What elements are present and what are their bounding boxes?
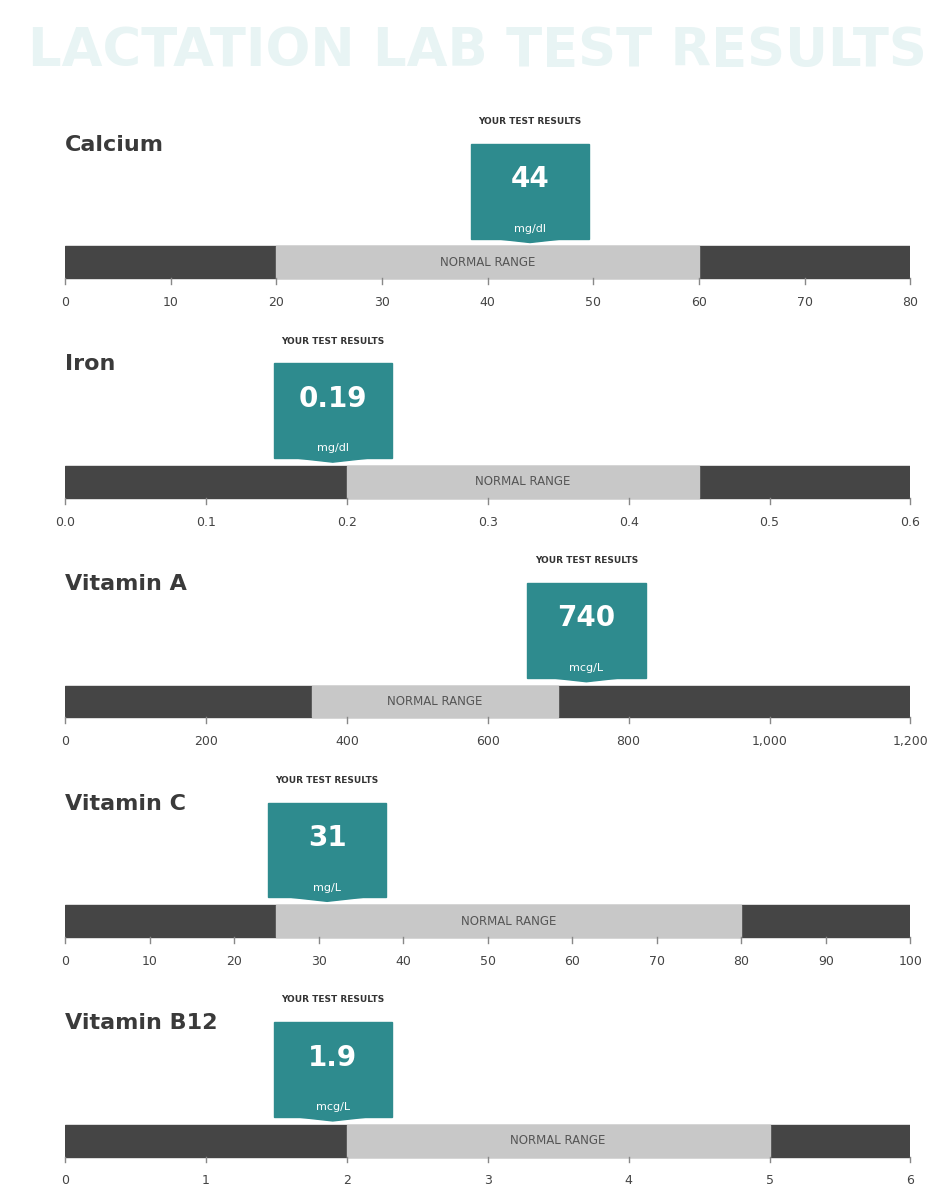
Text: 1,000: 1,000 xyxy=(751,736,787,748)
Bar xyxy=(65,466,909,498)
Text: mg/dl: mg/dl xyxy=(513,223,546,234)
Text: 0: 0 xyxy=(61,955,69,967)
Text: 40: 40 xyxy=(394,955,411,967)
Text: 0.4: 0.4 xyxy=(618,516,638,528)
Text: 0.5: 0.5 xyxy=(759,516,779,528)
Text: 60: 60 xyxy=(690,296,706,308)
Text: Iron: Iron xyxy=(65,354,115,374)
Text: 10: 10 xyxy=(162,296,178,308)
Text: 0.2: 0.2 xyxy=(337,516,356,528)
Bar xyxy=(277,905,741,937)
Text: YOUR TEST RESULTS: YOUR TEST RESULTS xyxy=(478,116,581,126)
Text: Calcium: Calcium xyxy=(65,134,164,155)
FancyBboxPatch shape xyxy=(526,583,645,678)
Text: 600: 600 xyxy=(475,736,499,748)
Polygon shape xyxy=(291,898,362,901)
Text: 0: 0 xyxy=(61,296,69,308)
Text: Vitamin C: Vitamin C xyxy=(65,793,186,814)
Text: 800: 800 xyxy=(616,736,640,748)
Text: 0.3: 0.3 xyxy=(477,516,497,528)
Text: 0.0: 0.0 xyxy=(55,516,75,528)
Text: 0: 0 xyxy=(61,736,69,748)
Bar xyxy=(65,246,909,278)
Text: 20: 20 xyxy=(226,955,242,967)
Text: 90: 90 xyxy=(817,955,833,967)
Text: NORMAL RANGE: NORMAL RANGE xyxy=(387,695,482,708)
Text: 0: 0 xyxy=(61,1175,69,1187)
Polygon shape xyxy=(297,458,367,462)
Text: 40: 40 xyxy=(479,296,496,308)
FancyBboxPatch shape xyxy=(267,803,386,898)
Text: YOUR TEST RESULTS: YOUR TEST RESULTS xyxy=(281,995,384,1004)
Text: 1.9: 1.9 xyxy=(308,1044,357,1072)
Text: YOUR TEST RESULTS: YOUR TEST RESULTS xyxy=(276,775,379,785)
Bar xyxy=(346,466,698,498)
Text: 5: 5 xyxy=(765,1175,773,1187)
Text: 0.1: 0.1 xyxy=(196,516,215,528)
Text: NORMAL RANGE: NORMAL RANGE xyxy=(510,1134,605,1147)
Polygon shape xyxy=(494,239,565,242)
Text: 3: 3 xyxy=(483,1175,491,1187)
FancyBboxPatch shape xyxy=(273,1022,392,1117)
Text: NORMAL RANGE: NORMAL RANGE xyxy=(475,475,570,488)
Text: 6: 6 xyxy=(906,1175,913,1187)
FancyBboxPatch shape xyxy=(273,364,392,458)
Text: NORMAL RANGE: NORMAL RANGE xyxy=(460,914,556,928)
Text: 1,200: 1,200 xyxy=(892,736,927,748)
Text: 44: 44 xyxy=(510,166,548,193)
Text: 50: 50 xyxy=(479,955,496,967)
Text: Vitamin B12: Vitamin B12 xyxy=(65,1013,217,1033)
Text: 50: 50 xyxy=(585,296,600,308)
Text: 2: 2 xyxy=(342,1175,351,1187)
Text: mg/L: mg/L xyxy=(313,882,341,893)
Text: 60: 60 xyxy=(563,955,580,967)
Text: mcg/L: mcg/L xyxy=(569,662,603,673)
Text: mg/dl: mg/dl xyxy=(316,443,348,454)
Text: 70: 70 xyxy=(796,296,812,308)
Text: 70: 70 xyxy=(648,955,664,967)
Text: 100: 100 xyxy=(897,955,922,967)
Bar xyxy=(65,905,909,937)
Text: 400: 400 xyxy=(334,736,358,748)
Bar xyxy=(277,246,698,278)
Text: 31: 31 xyxy=(307,824,346,852)
Polygon shape xyxy=(297,1117,367,1121)
Text: NORMAL RANGE: NORMAL RANGE xyxy=(440,256,535,269)
Text: YOUR TEST RESULTS: YOUR TEST RESULTS xyxy=(535,556,638,565)
Bar xyxy=(346,1124,768,1157)
Text: 80: 80 xyxy=(732,955,749,967)
Text: 0.6: 0.6 xyxy=(899,516,920,528)
Text: YOUR TEST RESULTS: YOUR TEST RESULTS xyxy=(281,336,384,346)
Text: 4: 4 xyxy=(624,1175,632,1187)
Bar xyxy=(65,685,909,718)
Bar xyxy=(311,685,558,718)
Text: 1: 1 xyxy=(201,1175,210,1187)
Text: 30: 30 xyxy=(310,955,327,967)
FancyBboxPatch shape xyxy=(470,144,588,239)
Text: LACTATION LAB TEST RESULTS: LACTATION LAB TEST RESULTS xyxy=(28,25,926,77)
Bar xyxy=(65,1124,909,1157)
Text: 0.19: 0.19 xyxy=(298,385,367,413)
Text: 10: 10 xyxy=(141,955,158,967)
Polygon shape xyxy=(550,678,621,682)
Text: 80: 80 xyxy=(901,296,918,308)
Text: 20: 20 xyxy=(268,296,284,308)
Text: Vitamin A: Vitamin A xyxy=(65,574,187,594)
Text: 30: 30 xyxy=(374,296,390,308)
Text: mcg/L: mcg/L xyxy=(316,1102,350,1112)
Text: 740: 740 xyxy=(557,605,614,632)
Text: 200: 200 xyxy=(194,736,218,748)
